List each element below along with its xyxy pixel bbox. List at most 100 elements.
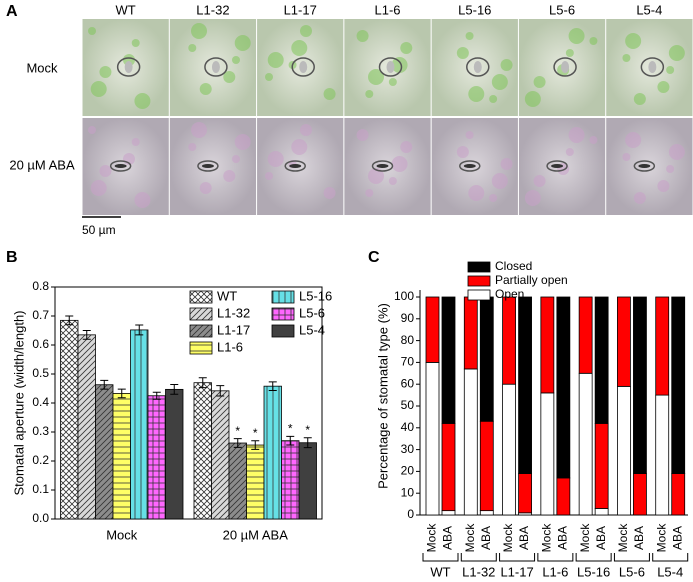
- cell-spot: [300, 124, 312, 136]
- cell-spot: [265, 73, 273, 81]
- cell-spot: [223, 170, 236, 182]
- stoma: [291, 57, 315, 77]
- error-bar: [286, 435, 295, 446]
- cell-spot: [368, 69, 384, 85]
- stoma-pore: [211, 61, 220, 73]
- y-tick-label: 40: [401, 420, 415, 434]
- legend-swatch: [467, 275, 491, 287]
- cell-spot: [199, 83, 212, 95]
- cell-spot: [368, 168, 384, 184]
- y-tick-label: 100: [394, 289, 414, 303]
- y-tick-label: 0.7: [32, 308, 49, 322]
- stoma-pore: [114, 164, 127, 168]
- x-tick-label: Mock: [540, 523, 554, 553]
- cell-spot: [568, 127, 585, 143]
- bar: [246, 444, 265, 520]
- x-tick-label: Mock: [501, 523, 515, 553]
- cell-spot: [131, 39, 140, 47]
- cell-spot: [188, 44, 197, 52]
- stoma-pore: [386, 61, 395, 73]
- cell-spot: [657, 81, 670, 93]
- cell-spot: [134, 93, 151, 109]
- cell-spot: [356, 129, 369, 141]
- x-tick-label: 20 µM ABA: [223, 527, 289, 542]
- cell-spot: [400, 42, 413, 54]
- bar-segment: [441, 423, 456, 512]
- cell-spot: [291, 40, 308, 56]
- bar-segment: [441, 510, 456, 516]
- legend-label: L1-32: [217, 305, 250, 320]
- y-tick-label: 0.8: [32, 279, 49, 293]
- cell-spot: [234, 35, 251, 51]
- legend-swatch: [271, 324, 295, 338]
- cell-spot: [191, 23, 207, 39]
- cell-spot: [533, 175, 546, 187]
- significance: *: [253, 426, 258, 440]
- bar-segment: [463, 368, 478, 516]
- stoma: [116, 57, 141, 77]
- bar-segment: [502, 383, 516, 516]
- stoma-pore: [124, 61, 133, 73]
- cell-spot: [465, 131, 474, 139]
- x-tick-label: Mock: [616, 523, 630, 553]
- group-bracket: [652, 553, 689, 562]
- bar-segment: [502, 296, 516, 385]
- bar: [165, 388, 184, 520]
- stoma-pore: [463, 164, 476, 168]
- stoma: [204, 57, 228, 77]
- stoma: [371, 160, 394, 172]
- legend-swatch: [271, 290, 295, 304]
- cell-spot: [589, 136, 598, 144]
- bar: [193, 382, 212, 520]
- cell-spot: [524, 91, 541, 107]
- cell-spot: [524, 190, 541, 206]
- bar-segment: [518, 296, 532, 474]
- cell-spot: [666, 165, 675, 173]
- bar-segment: [479, 420, 494, 512]
- stoma: [466, 57, 490, 77]
- column-label: L5-16: [458, 2, 491, 17]
- stoma-pore: [551, 164, 564, 168]
- significance: *: [235, 424, 240, 438]
- column-label: WT: [116, 2, 136, 17]
- stoma-pore: [638, 164, 651, 168]
- stoma: [633, 160, 656, 172]
- column-label: L1-17: [284, 2, 317, 17]
- bar-segment: [594, 423, 609, 509]
- bar-segment: [556, 477, 571, 516]
- y-tick-label: 60: [401, 376, 415, 390]
- cell-spot: [90, 81, 107, 97]
- y-tick-label: 0.0: [32, 511, 49, 525]
- column-label: L1-32: [196, 2, 229, 17]
- cell-spot: [500, 158, 513, 170]
- cell-spot: [400, 141, 413, 153]
- cell-spot: [622, 153, 631, 161]
- cell-spot: [633, 192, 646, 204]
- stoma-pore: [561, 61, 570, 73]
- x-tick-label: Mock: [578, 523, 592, 553]
- cell-spot: [191, 122, 207, 138]
- cell-spot: [388, 78, 397, 86]
- cell-spot: [468, 86, 485, 102]
- cell-spot: [99, 66, 112, 78]
- bar-segment: [633, 473, 647, 516]
- cell-spot: [491, 74, 508, 90]
- legend-label: WT: [217, 288, 237, 303]
- legend-label: L5-6: [299, 305, 325, 320]
- cell-spot: [223, 71, 236, 83]
- cell-spot: [565, 49, 574, 57]
- cell-spot: [391, 57, 408, 73]
- group-bracket: [460, 553, 497, 562]
- error-bar: [170, 383, 179, 395]
- cell-spot: [365, 189, 374, 197]
- row-label: Mock: [26, 60, 58, 75]
- bar-segment: [556, 296, 571, 479]
- bar-segment: [655, 296, 670, 396]
- cell-spot: [625, 132, 642, 148]
- y-tick-label: 20: [401, 464, 415, 478]
- cell-spot: [491, 173, 508, 189]
- error-bar: [233, 438, 242, 448]
- panel-label: B: [6, 249, 18, 266]
- cell-spot: [300, 25, 312, 37]
- y-tick-label: 0.6: [32, 337, 49, 351]
